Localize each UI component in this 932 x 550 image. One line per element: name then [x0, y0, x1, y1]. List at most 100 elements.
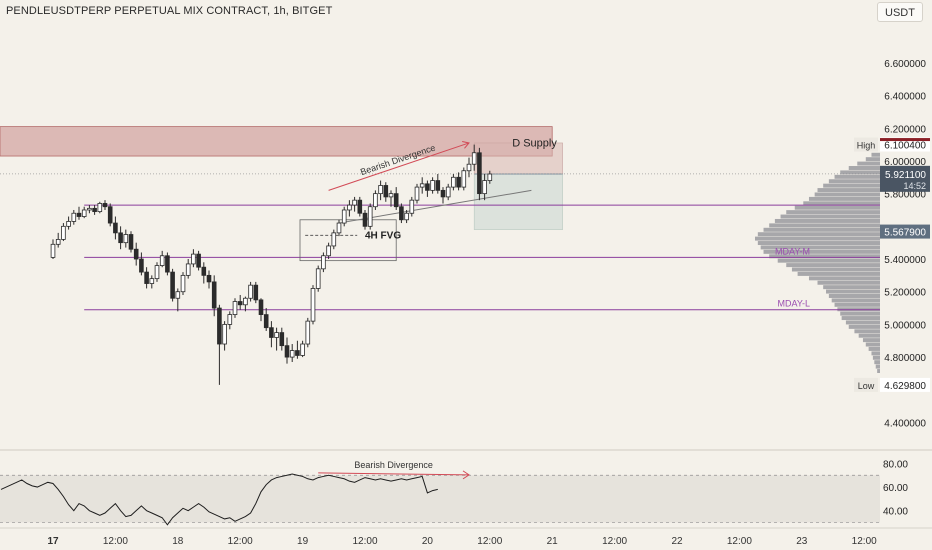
- candle-body: [206, 274, 212, 283]
- candle-body: [253, 284, 259, 301]
- time-tick-label: 12:00: [228, 536, 253, 547]
- candle-body: [347, 204, 352, 211]
- candle-body: [50, 243, 56, 258]
- high-value-label: 6.100400: [884, 141, 926, 152]
- volume-profile-bar: [794, 205, 880, 210]
- candle-body: [165, 255, 170, 273]
- candle-body: [373, 193, 378, 208]
- fvg-box: [299, 219, 397, 262]
- supply-zone-label: D Supply: [512, 138, 557, 150]
- price-tick-label: 6.600000: [884, 59, 926, 70]
- divergence-arrow: [328, 142, 470, 191]
- candle-body: [133, 248, 139, 260]
- candle-body: [471, 152, 477, 165]
- low-tag-bg: [854, 377, 878, 392]
- candle-body: [248, 284, 253, 299]
- volume-profile-bar: [763, 227, 880, 232]
- volume-profile-bar: [823, 183, 880, 188]
- volume-profile-bar: [865, 342, 880, 347]
- volume-profile-bar: [808, 196, 880, 201]
- level-label: MDAY-L: [777, 299, 810, 309]
- candle-body: [305, 320, 311, 345]
- candle-body: [393, 193, 399, 208]
- time-tick-label: 19: [297, 536, 309, 547]
- time-tick-label: 12:00: [852, 536, 877, 547]
- price-tick-label: 6.000000: [884, 157, 926, 168]
- candle-body: [341, 209, 347, 224]
- candle-body: [191, 253, 196, 265]
- supply-zone: [0, 126, 553, 157]
- candle-body: [185, 263, 191, 276]
- candle-body: [102, 203, 108, 208]
- volume-profile-bar: [865, 157, 880, 162]
- high-tag-bg: [854, 137, 878, 152]
- time-tick-label: 12:00: [602, 536, 627, 547]
- low-value-label-bg: [880, 377, 930, 392]
- volume-profile-bar: [814, 192, 880, 197]
- volume-profile-bar: [877, 369, 880, 374]
- candle-body: [378, 185, 383, 195]
- rsi-divergence-arrow: [318, 472, 470, 476]
- volume-profile-bar: [831, 298, 880, 303]
- candle-body: [258, 299, 264, 315]
- rsi-tick-label: 60.00: [883, 483, 908, 494]
- candle-body: [81, 209, 87, 217]
- volume-profile-bar: [769, 254, 880, 259]
- time-tick-label: 21: [547, 536, 559, 547]
- candle-body: [87, 207, 92, 211]
- candle-body: [274, 332, 279, 338]
- candle-body: [284, 345, 290, 358]
- time-tick-label: 12:00: [103, 536, 128, 547]
- rsi-divergence-arrowhead: [462, 470, 470, 480]
- candle-body: [139, 258, 144, 273]
- candle-body: [180, 274, 186, 293]
- candle-body: [92, 207, 97, 213]
- volume-profile-bar: [872, 355, 880, 360]
- volume-profile-bar: [808, 276, 880, 281]
- volume-profile-bar: [817, 280, 880, 285]
- price-tick-label: 5.200000: [884, 288, 926, 299]
- volume-profile-bar: [875, 364, 880, 369]
- candle-body: [222, 324, 227, 345]
- candle-body: [430, 180, 435, 191]
- candle-body: [196, 253, 201, 268]
- candle-body: [404, 212, 409, 221]
- candle-body: [118, 232, 123, 244]
- candle-body: [466, 163, 472, 172]
- price-tick-label: 6.200000: [884, 124, 926, 135]
- volume-profile-bar: [848, 166, 880, 170]
- candle-body: [461, 170, 467, 188]
- candle-body: [456, 176, 461, 188]
- volume-profile-bar: [874, 360, 880, 365]
- candle-body: [55, 239, 61, 245]
- price-tick-label: 4.800000: [884, 353, 926, 364]
- divergence-arrowhead: [462, 140, 470, 149]
- candle-body: [128, 234, 134, 250]
- volume-profile-bar: [757, 241, 880, 246]
- candle-body: [170, 271, 175, 299]
- candle-body: [414, 186, 420, 201]
- candle-body: [425, 183, 430, 191]
- price-tick-label: 4.400000: [884, 418, 926, 429]
- time-tick-label: 12:00: [352, 536, 377, 547]
- level-label: MDAY-M: [775, 246, 810, 256]
- time-tick-label: 23: [796, 536, 808, 547]
- rsi-band: [0, 475, 880, 523]
- candle-body: [123, 234, 129, 244]
- time-tick-label: 20: [422, 536, 434, 547]
- currency-selector[interactable]: USDT: [877, 2, 923, 22]
- volume-profile-bar: [755, 236, 880, 241]
- candle-body: [237, 301, 243, 306]
- volume-profile-bar: [840, 311, 880, 316]
- volume-profile-bar: [834, 174, 880, 179]
- candle-body: [175, 291, 181, 299]
- price-tick-label: 6.400000: [884, 92, 926, 103]
- volume-profile-bar: [854, 329, 880, 334]
- candle-body: [279, 332, 285, 347]
- candle-body: [310, 288, 316, 322]
- low-value-label: 4.629800: [884, 381, 926, 392]
- rsi-tick-label: 40.00: [883, 507, 908, 518]
- candle-body: [419, 183, 425, 188]
- low-tag-label: Low: [858, 381, 875, 391]
